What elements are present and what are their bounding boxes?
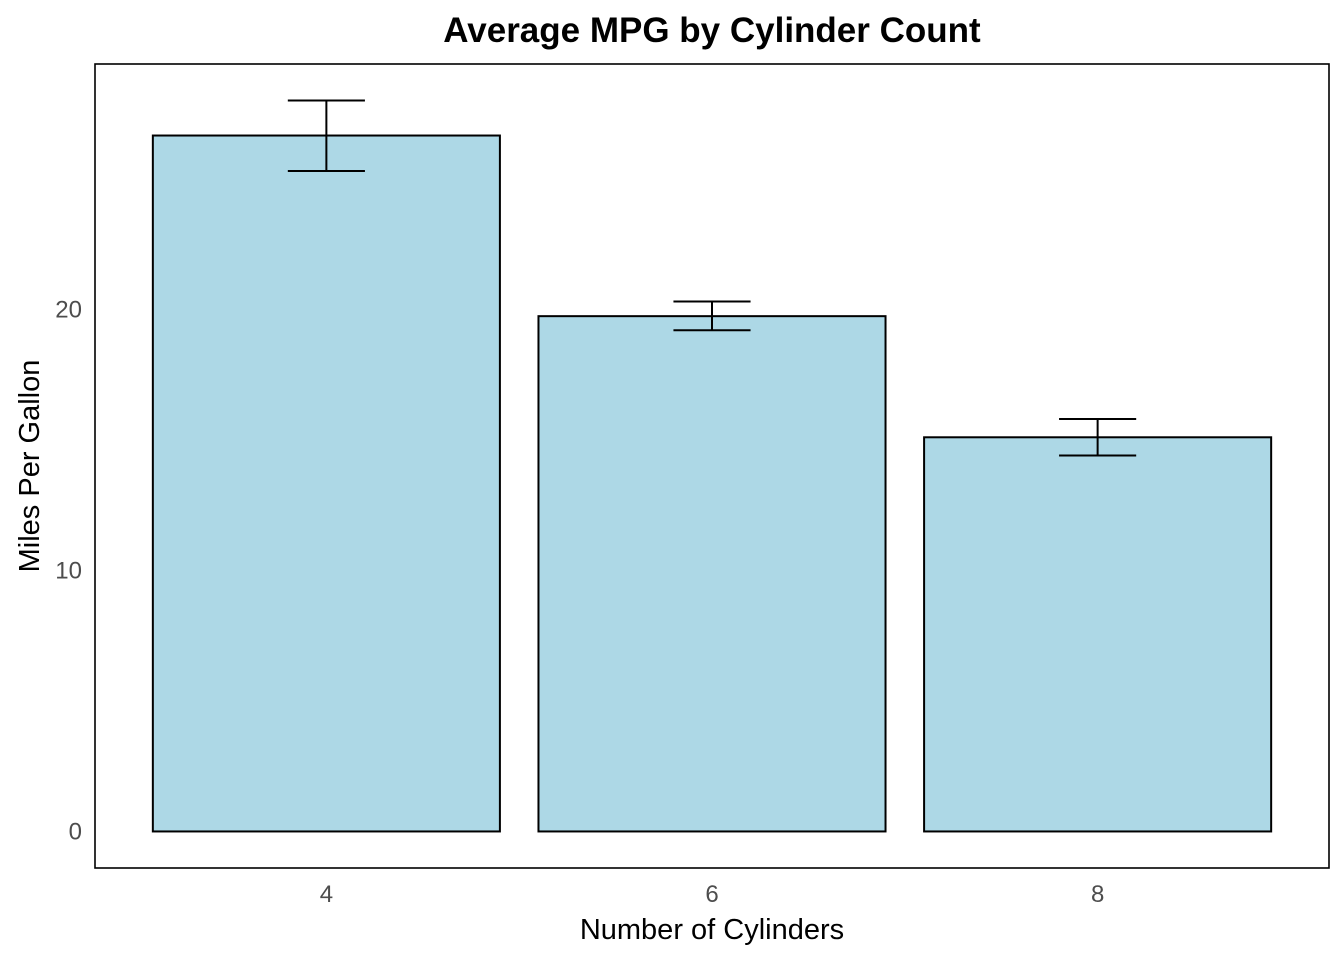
y-axis-ticks: 0 10 20 xyxy=(55,296,82,845)
x-tick-label: 8 xyxy=(1091,881,1104,908)
bar-4-cyl xyxy=(151,134,501,833)
bar-8-cyl xyxy=(923,436,1273,833)
y-tick-label: 10 xyxy=(55,557,82,584)
error-bar-6-cyl xyxy=(673,300,751,332)
x-tick-label: 6 xyxy=(705,881,718,908)
x-axis-ticks: 4 6 8 xyxy=(320,881,1105,908)
x-axis-title: Number of Cylinders xyxy=(580,914,844,946)
error-bars-layer xyxy=(287,99,1137,457)
bar-6-cyl xyxy=(537,315,887,833)
y-axis-title: Miles Per Gallon xyxy=(14,360,46,573)
error-bar-4-cyl xyxy=(287,99,365,173)
y-tick-label: 20 xyxy=(55,296,82,323)
x-tick-label: 4 xyxy=(320,881,333,908)
y-tick-label: 0 xyxy=(69,818,82,845)
error-bar-8-cyl xyxy=(1059,418,1137,457)
chart-title: Average MPG by Cylinder Count xyxy=(443,11,981,50)
